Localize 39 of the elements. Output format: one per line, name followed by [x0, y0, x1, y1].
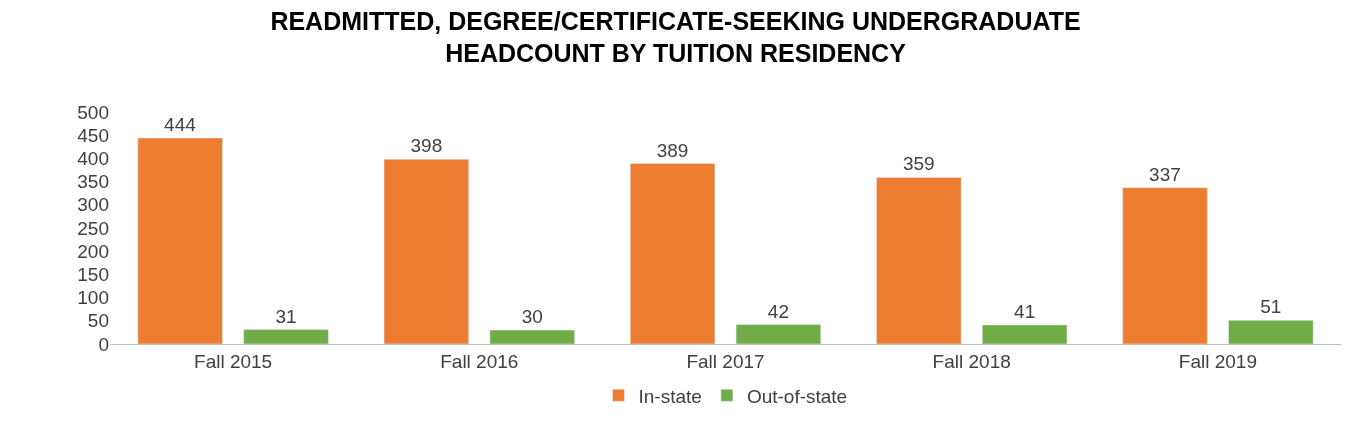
x-tick-label: Fall 2019	[1178, 350, 1257, 372]
bar	[629, 163, 716, 344]
bar	[735, 324, 822, 344]
data-label: 389	[656, 139, 689, 161]
y-tick-label: 350	[77, 171, 109, 193]
chart-title: READMITTED, DEGREE/CERTIFICATE-SEEKING UNDERGRADUATE HEADCOUNT BY TUITION RESIDENCY	[270, 6, 1081, 68]
bar	[137, 137, 223, 344]
x-tick-label: Fall 2016	[440, 350, 519, 372]
bar	[489, 329, 575, 344]
data-label: 398	[410, 135, 443, 157]
y-tick-label: 50	[87, 310, 109, 332]
bar	[982, 324, 1068, 344]
data-label: 30	[521, 306, 543, 328]
y-tick-label: 150	[77, 264, 109, 286]
y-tick-label: 300	[77, 194, 109, 216]
x-tick-label: Fall 2018	[932, 350, 1011, 372]
data-label: 41	[1014, 300, 1036, 322]
data-label: 337	[1149, 163, 1181, 185]
legend-label: Out-of-state	[746, 385, 848, 407]
bar	[383, 159, 469, 344]
y-tick-label: 250	[77, 217, 109, 239]
data-label: 51	[1260, 296, 1282, 318]
data-label: 31	[275, 305, 297, 327]
data-label: 359	[902, 153, 935, 175]
legend-label: In-state	[638, 385, 702, 407]
y-tick-label: 450	[77, 124, 109, 146]
y-tick-label: 0	[98, 333, 109, 355]
bar	[243, 329, 329, 344]
bar	[1122, 187, 1208, 344]
x-tick-label: Fall 2017	[686, 350, 765, 372]
y-tick-label: 100	[77, 287, 109, 309]
data-label: 444	[164, 113, 197, 135]
bar	[1228, 320, 1314, 344]
x-tick-label: Fall 2015	[194, 350, 273, 372]
y-tick-label: 400	[77, 148, 109, 170]
y-tick-label: 500	[77, 101, 109, 123]
y-tick-label: 200	[77, 240, 109, 262]
bar	[876, 177, 962, 344]
data-label: 42	[767, 300, 790, 322]
